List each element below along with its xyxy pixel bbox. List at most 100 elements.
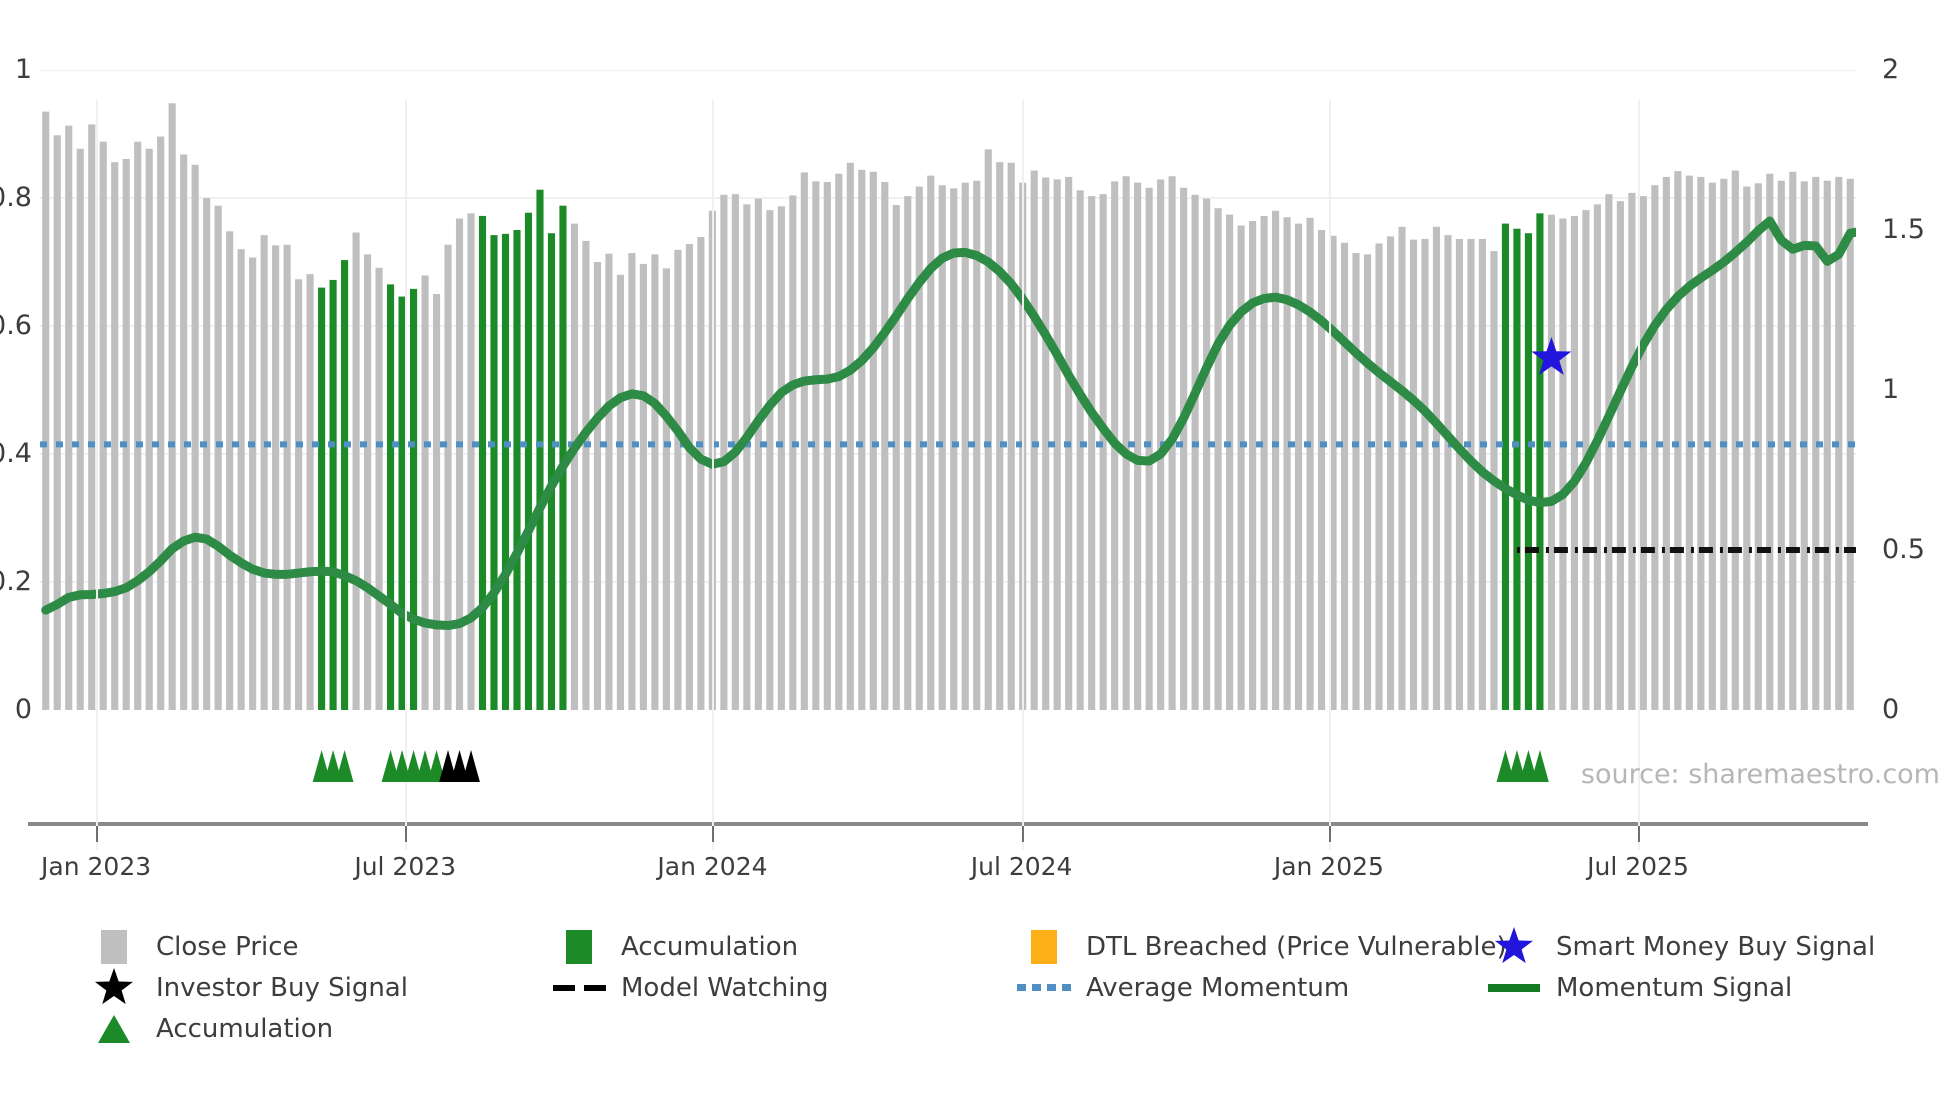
dashed-line-icon [551, 984, 607, 991]
x-axis-tick-label: Jan 2023 [41, 852, 152, 881]
price-bar [1536, 213, 1544, 710]
x-gridline [1328, 100, 1331, 850]
price-bar [1145, 187, 1153, 710]
star-glyph [1494, 926, 1534, 963]
price-bar [1398, 226, 1406, 710]
solid-line-icon [1486, 983, 1542, 992]
price-bar [386, 284, 395, 710]
legend-item-investor-buy-signal[interactable]: Investor Buy Signal [86, 967, 408, 1009]
price-bar [1053, 179, 1061, 710]
price-bar [1593, 204, 1601, 710]
x-gridline [405, 100, 408, 850]
close-price-bars [42, 103, 1854, 710]
legend-item-momentum-signal[interactable]: Momentum Signal [1486, 973, 1792, 1003]
price-bar [1444, 235, 1452, 710]
x-gridline [1021, 100, 1024, 850]
price-bar [1363, 254, 1372, 710]
price-bar [1662, 176, 1670, 710]
y-axis-right-tick-label: 1 [1882, 374, 1900, 405]
price-bar [904, 196, 912, 710]
price-bar [76, 148, 84, 710]
price-bar [455, 218, 464, 710]
price-bar [1294, 223, 1303, 710]
price-bar [329, 279, 337, 710]
y-axis-left-tick-label: 1 [14, 54, 32, 85]
price-bar [858, 169, 866, 710]
price-bar [421, 275, 429, 710]
legend-item-dtl-breached[interactable]: DTL Breached (Price Vulnerable) [1016, 929, 1507, 964]
legend-item-model-watching[interactable]: Model Watching [551, 973, 828, 1003]
price-bar [1570, 215, 1578, 710]
square-icon [551, 929, 607, 964]
y-axis-right-tick-label: 0.5 [1882, 534, 1925, 565]
price-bar [536, 189, 544, 710]
accumulation-marker-row [312, 750, 1549, 782]
accumulation-triangle [427, 750, 446, 782]
price-bar [1099, 194, 1107, 710]
price-bar [996, 162, 1004, 710]
price-bar [1639, 196, 1647, 710]
price-bar [1191, 194, 1199, 710]
price-bar [1421, 238, 1429, 710]
price-bar [1547, 214, 1555, 710]
price-bar [249, 257, 257, 710]
square-icon [1016, 929, 1072, 964]
price-bar [478, 215, 487, 710]
price-bar [1180, 187, 1188, 710]
y-axis-left-tick-label: 0.2 [0, 566, 32, 597]
star-glyph [94, 967, 134, 1004]
price-bar [180, 154, 188, 710]
price-bar [272, 245, 280, 710]
price-bar [444, 244, 452, 710]
price-bar [1340, 242, 1349, 710]
price-bar [283, 244, 291, 710]
price-bar [341, 260, 349, 710]
x-axis-tick [96, 826, 99, 842]
x-gridline [1638, 100, 1640, 850]
price-bar [88, 124, 96, 710]
x-axis-tick-label: Jul 2025 [1587, 852, 1689, 881]
price-bar [789, 195, 797, 710]
smart-money-buy-signal [1531, 337, 1572, 375]
price-bar [295, 279, 303, 710]
price-bar [226, 231, 234, 710]
chart-legend: Close Price Accumulation DTL Breached (Pri… [86, 926, 1936, 1049]
legend-item-smart-money-buy-signal[interactable]: Smart Money Buy Signal [1486, 926, 1875, 968]
x-axis-tick [1021, 826, 1024, 842]
legend-item-average-momentum[interactable]: Average Momentum [1016, 973, 1349, 1003]
price-bar [1467, 238, 1475, 710]
price-bar [1524, 233, 1532, 710]
y-axis-left-tick-label: 0.4 [0, 438, 32, 469]
legend-item-close-price[interactable]: Close Price [86, 929, 299, 964]
legend-label: DTL Breached (Price Vulnerable) [1086, 931, 1507, 962]
price-bar [1237, 225, 1245, 710]
price-bar [111, 162, 119, 710]
price-bar [1249, 221, 1257, 710]
legend-item-accumulation-triangle[interactable]: Accumulation [86, 1011, 333, 1047]
legend-label: Accumulation [621, 931, 799, 962]
price-bar [1455, 238, 1464, 710]
price-bar [157, 136, 165, 710]
y-axis-left-tick-label: 0.8 [0, 182, 32, 213]
price-bar [1030, 170, 1038, 710]
square-icon [86, 929, 142, 964]
price-bar [1352, 253, 1360, 710]
price-bar [1823, 180, 1831, 710]
accumulation-triangle [1508, 750, 1526, 782]
y-axis-right-tick-label: 0 [1882, 694, 1900, 725]
price-bar [582, 240, 590, 710]
price-bar [961, 182, 969, 710]
price-bar [1272, 210, 1280, 710]
legend-item-accumulation-bar[interactable]: Accumulation [551, 929, 799, 964]
price-bar [1674, 171, 1682, 710]
source-attribution: source: sharemaestro.com [1580, 759, 1940, 790]
price-bar [1122, 176, 1130, 710]
price-bar [1789, 171, 1797, 710]
price-bar [1777, 180, 1785, 710]
price-bar [1088, 196, 1096, 710]
price-bar [1007, 162, 1015, 710]
price-bar [812, 181, 820, 710]
price-bar [398, 296, 406, 710]
price-bar [651, 254, 659, 710]
